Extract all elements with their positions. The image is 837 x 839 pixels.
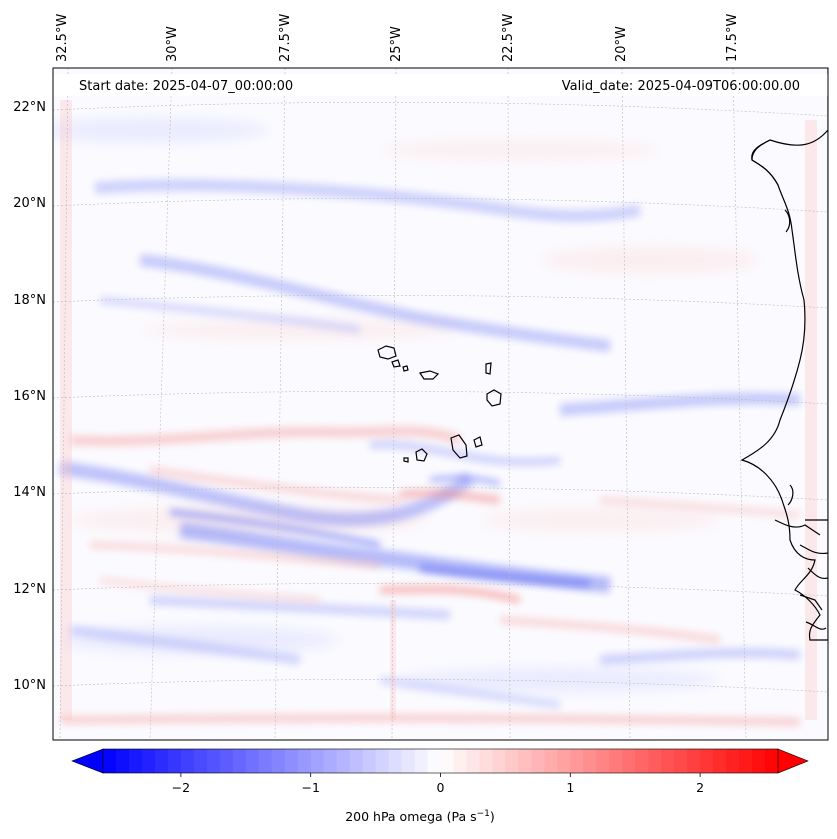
lat-labels: 22°N 20°N 18°N 16°N 14°N 12°N 10°N: [13, 100, 46, 693]
colorbar-step: [232, 749, 247, 773]
colorbar-step: [661, 749, 675, 773]
colorbar-step: [635, 749, 649, 773]
colorbar-step: [349, 749, 364, 773]
colorbar-step: [609, 749, 623, 773]
colorbar-high-extend: [777, 748, 809, 774]
lon-labels: 32.5°W 30°W 27.5°W 25°W 22.5°W 20°W 17.5…: [55, 14, 740, 62]
colorbar-tick-label: 0: [437, 780, 445, 795]
colorbar-step: [167, 749, 182, 773]
colorbar-step: [596, 749, 610, 773]
colorbar-step: [375, 749, 389, 773]
colorbar-step: [284, 749, 299, 773]
colorbar-step: [674, 749, 688, 773]
island-santiago: [450, 434, 468, 459]
colorbar-step: [388, 749, 402, 773]
lat-label: 20°N: [13, 196, 46, 211]
colorbar-step: [648, 749, 662, 773]
lat-label: 18°N: [13, 293, 46, 308]
colorbar-step: [297, 749, 312, 773]
colorbar-step: [518, 749, 532, 773]
island-sao-nicolau: [419, 370, 440, 380]
colorbar-step: [557, 749, 571, 773]
colorbar-step: [739, 749, 753, 773]
colorbar-step: [180, 749, 195, 773]
colorbar-step: [544, 749, 558, 773]
island-sal: [485, 362, 492, 375]
lon-label: 17.5°W: [725, 14, 740, 62]
lon-label: 27.5°W: [278, 14, 293, 62]
colorbar-low-extend: [71, 748, 104, 774]
colorbar-step: [570, 749, 584, 773]
lon-label: 30°W: [165, 26, 180, 62]
colorbar-step: [713, 749, 727, 773]
colorbar-step: [505, 749, 519, 773]
colorbar-step: [258, 749, 273, 773]
colorbar-step: [154, 749, 169, 773]
island-boa-vista: [486, 389, 502, 407]
colorbar-step: [193, 749, 208, 773]
island-sao-vicente: [391, 359, 401, 368]
colorbar-step: [103, 749, 117, 773]
graticule: [53, 68, 828, 740]
colorbar-step: [219, 749, 234, 773]
colorbar-tick-label: 1: [566, 780, 574, 795]
colorbar-step: [687, 749, 701, 773]
colorbar-step: [427, 749, 441, 773]
lon-label: 20°W: [614, 26, 629, 62]
lat-label: 16°N: [13, 389, 46, 404]
colorbar-step: [726, 749, 740, 773]
colorbar-tick-label: 2: [696, 780, 704, 795]
colorbar-step: [440, 749, 454, 773]
header-strip: [54, 74, 828, 96]
colorbar-step: [414, 749, 428, 773]
island-fogo: [415, 448, 428, 462]
colorbar-step: [479, 749, 493, 773]
island-maio: [473, 436, 483, 448]
colorbar-step: [310, 749, 325, 773]
colorbar-step: [622, 749, 636, 773]
colorbar-step: [765, 749, 779, 773]
valid-date-label: Valid_date: 2025-04-09T06:00:00.00: [562, 79, 800, 94]
lat-label: 12°N: [13, 582, 46, 597]
colorbar-step: [401, 749, 415, 773]
colorbar: −2 −1 0 1 2 200 hPa omega (Pa s−1): [71, 748, 809, 824]
colorbar-step: [583, 749, 597, 773]
island-brava: [403, 457, 409, 463]
colorbar-tick-label: −1: [301, 780, 319, 795]
lon-label: 32.5°W: [55, 14, 70, 62]
colorbar-step: [206, 749, 221, 773]
colorbar-step: [531, 749, 545, 773]
colorbar-step: [492, 749, 506, 773]
colorbar-step: [271, 749, 286, 773]
island-santo-antao: [377, 345, 397, 360]
map-frame: [52, 67, 829, 741]
omega-field: [53, 68, 828, 740]
colorbar-step: [453, 749, 467, 773]
colorbar-step: [141, 749, 156, 773]
colorbar-step: [323, 749, 338, 773]
map-panel: Start date: 2025-04-07_00:00:00 Valid_da…: [52, 67, 829, 741]
colorbar-step: [128, 749, 143, 773]
colorbar-step: [700, 749, 714, 773]
lon-label: 25°W: [389, 26, 404, 62]
cape-verde-islands: [377, 345, 502, 463]
colorbar-title: 200 hPa omega (Pa s−1): [345, 809, 495, 824]
colorbar-step: [752, 749, 766, 773]
colorbar-step: [245, 749, 260, 773]
colorbar-step: [336, 749, 351, 773]
colorbar-step: [115, 749, 130, 773]
colorbar-step: [362, 749, 376, 773]
start-date-label: Start date: 2025-04-07_00:00:00: [79, 79, 293, 94]
lat-label: 10°N: [13, 678, 46, 693]
island-santa-luzia: [402, 365, 409, 372]
lat-label: 14°N: [13, 485, 46, 500]
lon-label: 22.5°W: [501, 14, 516, 62]
colorbar-step: [466, 749, 480, 773]
lat-label: 22°N: [13, 100, 46, 115]
colorbar-tick-label: −2: [172, 780, 190, 795]
